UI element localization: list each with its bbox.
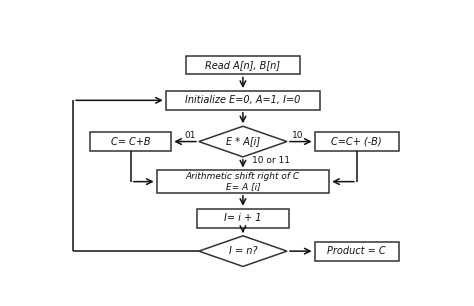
Bar [315,242,399,261]
Bar [91,132,171,151]
Text: Arithmetic shift right of C
E= A [i]: Arithmetic shift right of C E= A [i] [186,172,300,191]
Text: C=C+ (-B): C=C+ (-B) [331,136,382,147]
Text: I= i + 1: I= i + 1 [224,213,262,223]
Text: Read A[n], B[n]: Read A[n], B[n] [205,60,281,70]
Text: 01: 01 [184,131,195,140]
Text: C= C+B: C= C+B [111,136,151,147]
Bar [315,132,399,151]
Bar [186,56,300,74]
Bar [156,170,329,193]
Polygon shape [199,126,287,157]
Bar [166,91,320,110]
Polygon shape [199,236,287,267]
Text: I = n?: I = n? [228,246,257,256]
Bar [197,209,289,228]
Text: 10: 10 [292,131,304,140]
Text: 10 or 11: 10 or 11 [252,156,290,165]
Text: E * A[i]: E * A[i] [226,136,260,147]
Text: Initialize E=0, A=1, I=0: Initialize E=0, A=1, I=0 [185,95,301,105]
Text: Product = C: Product = C [328,246,386,256]
